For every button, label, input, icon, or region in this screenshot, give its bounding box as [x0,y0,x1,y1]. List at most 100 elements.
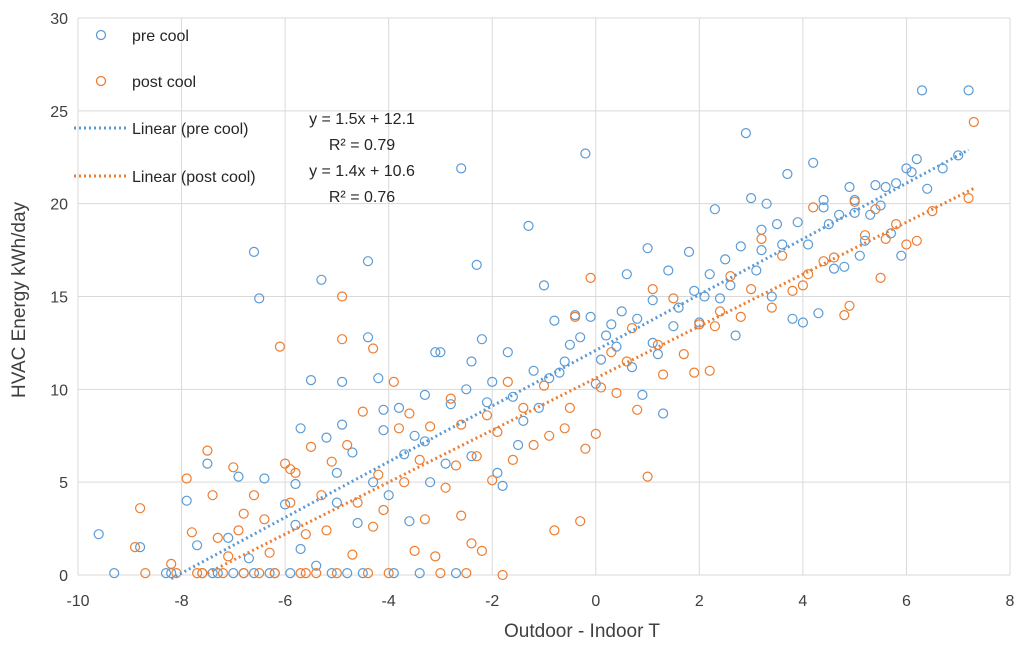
data-point [466,538,477,549]
data-point [621,356,632,367]
data-point [347,447,358,458]
data-point [575,516,586,527]
data-point [839,261,850,272]
data-point [844,300,855,311]
data-point [274,341,285,352]
data-point [280,499,291,510]
data-point [264,547,275,558]
data-point [357,567,368,579]
data-point [445,399,456,410]
data-point [300,529,311,540]
data-point [316,274,327,285]
x-tick-label: 6 [902,593,911,610]
data-point [331,467,342,478]
data-point [166,567,177,579]
data-point [497,480,508,491]
data-point [445,393,456,404]
data-point [378,504,389,516]
data-point [611,387,622,399]
data-point [192,567,203,579]
data-point [430,551,441,562]
data-point [109,567,120,579]
data-point [300,567,311,579]
data-point [595,382,607,393]
series-post-cool [129,116,979,581]
data-point [849,196,860,207]
y-axis-title: HVAC Energy kWh/day [9,201,30,398]
data-point [419,389,430,400]
data-point [212,567,223,579]
data-point [362,332,374,343]
data-point [202,458,213,469]
data-point [456,163,467,174]
data-point [777,239,788,250]
data-point [492,467,503,478]
data-point [818,194,829,206]
data-point [787,313,798,324]
data-point [362,567,374,579]
data-point [652,339,664,350]
r2-post-cool: R² = 0.76 [329,189,395,206]
x-axis-title: Outdoor - Indoor T [504,621,660,642]
data-point [782,168,793,180]
data-point [140,567,151,579]
trendlines [170,148,975,581]
data-point [559,356,570,367]
legend-marker-post-cool [95,75,107,87]
series-pre-cool [93,85,974,579]
data-points [93,85,979,581]
data-point [709,321,721,332]
data-point [714,306,726,317]
data-point [404,408,415,419]
data-point [497,569,508,581]
data-point [538,380,550,391]
data-point [342,439,353,451]
data-point [865,209,876,220]
data-point [192,540,203,551]
data-point [797,317,809,328]
data-point [740,128,752,139]
x-tick-label: -4 [382,593,396,610]
data-point [632,404,643,415]
data-point [440,458,451,469]
data-point [880,233,891,244]
y-tick-label: 0 [59,568,68,585]
data-point [668,293,679,304]
data-point [559,423,570,434]
x-tick-label: -6 [278,593,292,610]
legend-label-pre-cool: pre cool [132,28,189,45]
data-point [901,239,912,250]
data-point [875,272,886,283]
data-point [388,567,399,579]
data-point [595,354,607,365]
x-tick-label: 0 [591,593,600,610]
data-point [963,193,974,204]
data-point [399,477,410,488]
data-point [466,451,477,462]
data-point [430,347,441,358]
data-point [393,402,405,413]
data-point [549,315,560,326]
x-tick-label: 2 [695,593,704,610]
data-point [963,85,974,96]
data-point [828,263,840,274]
trendline [206,187,975,575]
data-point [311,560,322,571]
data-point [538,280,550,291]
data-point [368,343,379,354]
data-point [450,567,462,579]
data-point [321,525,332,536]
data-point [507,391,519,402]
data-point [689,367,700,378]
data-point [668,321,679,332]
data-point [575,332,586,343]
data-point [471,451,482,462]
data-point [580,148,591,159]
data-point [761,198,772,209]
data-point [425,421,436,432]
data-point [129,541,141,553]
data-point [233,471,244,482]
data-point [166,558,177,570]
data-point [186,527,197,538]
